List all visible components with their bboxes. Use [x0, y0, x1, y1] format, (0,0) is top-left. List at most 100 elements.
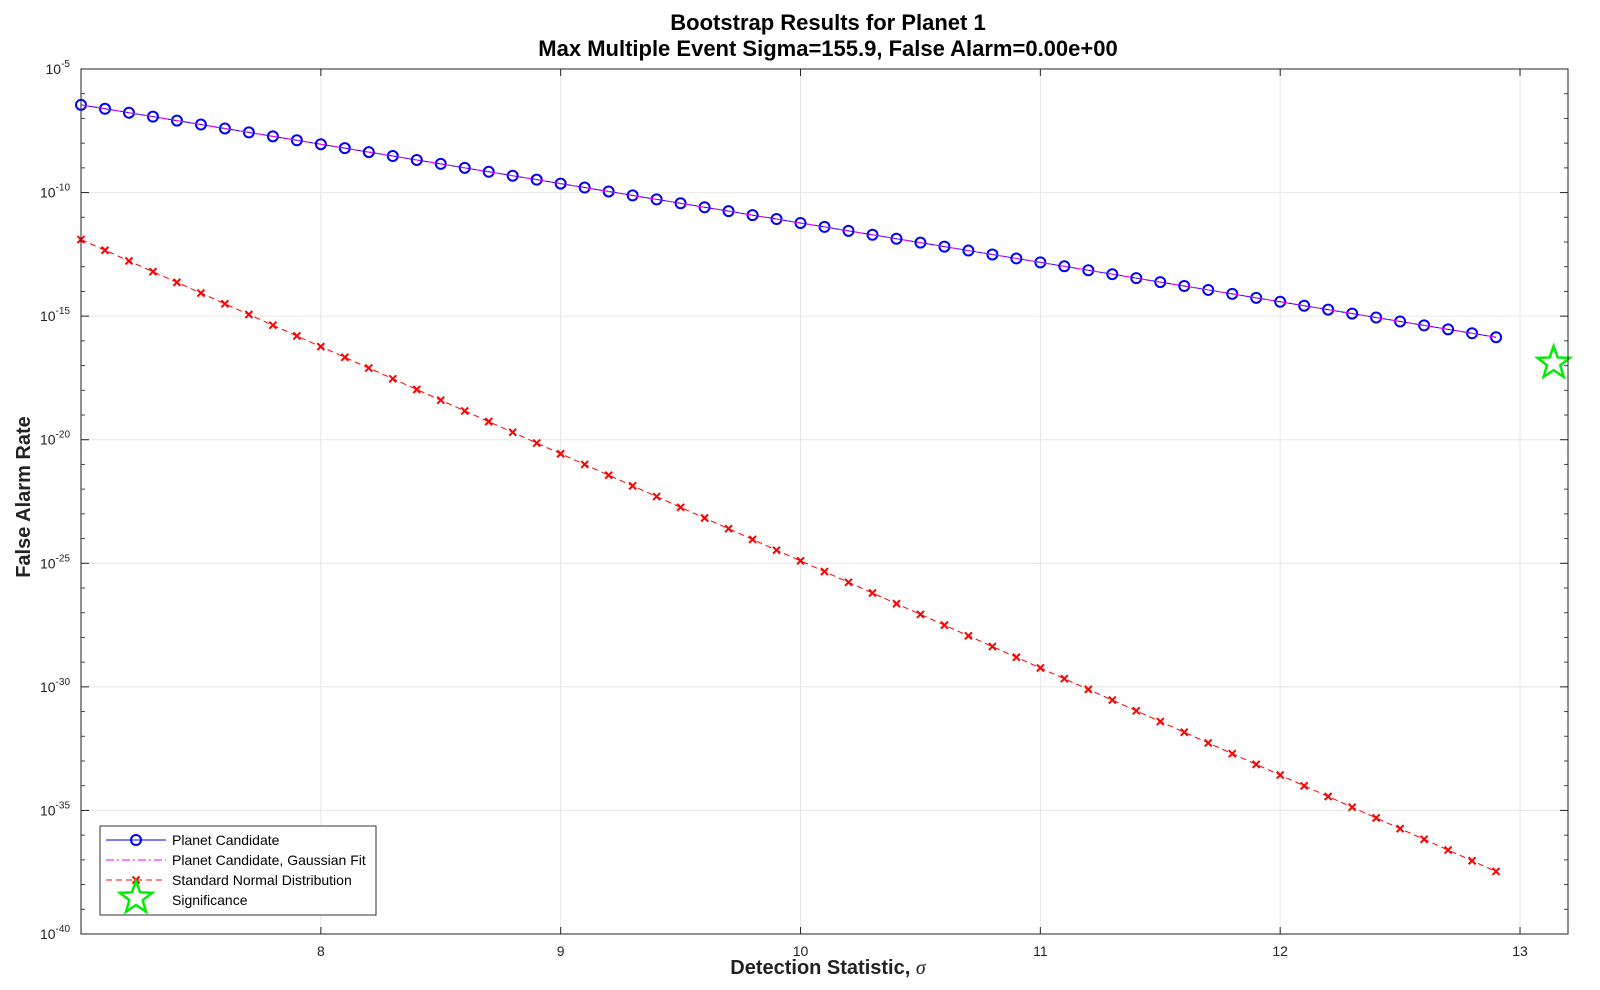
- data-point-x: [316, 342, 326, 351]
- y-tick-label: 10-30: [40, 677, 70, 695]
- data-point-x: [484, 417, 493, 426]
- data-point-circle: [914, 236, 927, 249]
- y-tick-label-base: 10: [40, 802, 56, 818]
- data-point-x: [916, 610, 925, 619]
- x-axis-ticks: 8 9 10 11 12 13: [317, 69, 1528, 959]
- legend-label-significance: Significance: [172, 892, 248, 908]
- data-point-x: [1228, 749, 1237, 758]
- minor-ticks: [81, 93, 1568, 910]
- data-point-x: [1395, 824, 1405, 833]
- y-tick-label-exponent: -20: [56, 430, 71, 441]
- data-point-circle: [1370, 311, 1383, 324]
- data-point-circle: [1298, 299, 1311, 312]
- data-point-circle: [530, 173, 543, 186]
- data-point-x: [724, 524, 733, 533]
- data-point-x: [940, 620, 949, 630]
- legend: Planet Candidate Planet Candidate, Gauss…: [99, 825, 377, 916]
- y-tick-label-base: 10: [40, 185, 56, 201]
- data-point-circle: [578, 181, 591, 194]
- data-point-x: [628, 481, 637, 491]
- data-point-circle: [674, 197, 687, 210]
- data-point-circle: [362, 146, 375, 159]
- data-point-circle: [410, 153, 423, 166]
- data-point-x: [1275, 770, 1285, 780]
- data-point-circle: [506, 169, 519, 182]
- data-point-circle: [1466, 327, 1479, 340]
- data-point-circle: [1106, 268, 1119, 281]
- data-point-x: [1012, 653, 1021, 662]
- data-point-x: [1323, 792, 1333, 801]
- data-point-circle: [938, 240, 951, 253]
- data-point-x: [604, 470, 613, 480]
- x-tick-label: 12: [1272, 943, 1288, 959]
- data-point-x: [364, 363, 374, 373]
- y-tick-label: 10-25: [40, 553, 70, 571]
- data-point-x: [1084, 685, 1093, 694]
- y-tick-label-base: 10: [40, 555, 56, 571]
- data-point-x: [772, 545, 781, 555]
- legend-box: [99, 825, 377, 916]
- y-tick-label: 10-15: [40, 306, 70, 324]
- legend-label-standard-normal: Standard Normal Distribution: [172, 872, 352, 888]
- data-point-circle: [650, 193, 663, 206]
- data-point-x: [172, 278, 182, 287]
- data-point-circle: [218, 122, 231, 135]
- data-point-circle: [122, 106, 135, 119]
- data-point-circle: [1178, 280, 1191, 292]
- legend-marker-circle: [130, 834, 142, 846]
- x-axis-sigma-symbol: σ: [916, 957, 927, 979]
- data-point-x: [1156, 717, 1165, 726]
- data-point-x: [220, 299, 230, 309]
- series-line: [80, 239, 1497, 872]
- data-point-circle: [770, 213, 783, 226]
- data-point-x: [988, 642, 997, 651]
- data-point-x: [580, 460, 589, 469]
- legend-item-significance: Significance: [116, 877, 248, 915]
- data-point-x: [460, 406, 469, 416]
- y-tick-label-base: 10: [46, 61, 62, 77]
- data-point-circle: [722, 205, 735, 218]
- y-tick-label: 10-10: [40, 183, 70, 201]
- y-tick-label-exponent: -5: [61, 59, 70, 70]
- data-point-x: [1252, 760, 1261, 769]
- data-point-x: [412, 385, 421, 394]
- data-point-x: [700, 513, 709, 523]
- y-tick-label-exponent: -10: [56, 183, 71, 194]
- data-point-circle: [554, 177, 567, 190]
- legend-label-gaussian-fit: Planet Candidate, Gaussian Fit: [172, 852, 366, 868]
- data-point-x: [100, 246, 110, 255]
- data-point-circle: [1322, 303, 1335, 316]
- data-point-circle: [866, 228, 879, 241]
- data-point-circle: [1154, 276, 1167, 289]
- data-point-circle: [1010, 252, 1023, 265]
- data-point-circle: [602, 185, 615, 198]
- series-planet-candidate: [75, 98, 1503, 344]
- chart-subtitle: Max Multiple Event Sigma=155.9, False Al…: [538, 36, 1117, 61]
- y-axis-label: False Alarm Rate: [13, 416, 35, 578]
- data-point-x: [292, 331, 302, 341]
- data-point-x: [676, 503, 685, 512]
- data-point-circle: [626, 189, 639, 202]
- data-point-x: [436, 395, 445, 405]
- data-point-circle: [818, 220, 831, 233]
- y-tick-label: 10-20: [40, 430, 70, 448]
- data-point-x: [1371, 813, 1381, 823]
- data-point-circle: [98, 102, 111, 115]
- data-point-x: [820, 567, 829, 576]
- data-point-x: [388, 374, 397, 383]
- data-point-x: [244, 310, 254, 319]
- data-point-x: [508, 428, 517, 437]
- x-axis-label-text: Detection Statistic,: [730, 957, 910, 979]
- data-point-x: [1204, 738, 1213, 748]
- data-point-x: [1299, 781, 1309, 790]
- data-point-x: [1108, 695, 1117, 705]
- data-point-circle: [338, 142, 351, 155]
- data-point-circle: [1442, 323, 1455, 336]
- data-point-circle: [986, 248, 999, 261]
- data-point-x: [1060, 674, 1069, 683]
- data-point-x: [844, 578, 853, 587]
- data-point-x: [340, 353, 350, 362]
- data-point-circle: [890, 232, 903, 245]
